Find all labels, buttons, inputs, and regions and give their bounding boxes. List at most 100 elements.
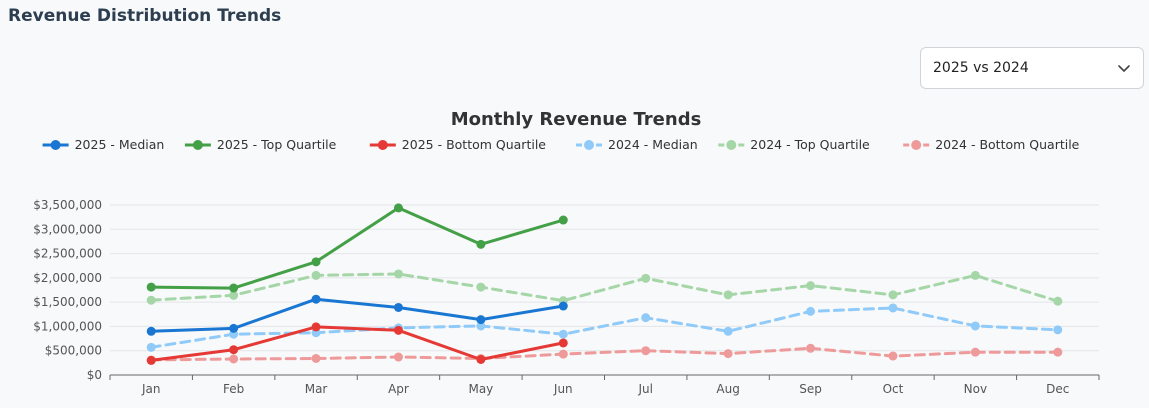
data-point [311, 294, 321, 304]
y-tick-label: $0 [87, 368, 102, 382]
data-point [723, 290, 733, 300]
data-point [1053, 296, 1063, 306]
series-2024-top-quartile [146, 269, 1063, 306]
data-point [393, 325, 403, 335]
series-line [149, 306, 1060, 349]
legend-label: 2025 - Top Quartile [217, 137, 337, 152]
data-point [558, 349, 568, 359]
legend-swatch-marker [726, 140, 737, 150]
legend-item: 2024 - Top Quartile [718, 137, 870, 152]
chart-series [146, 203, 1063, 365]
data-point [806, 306, 816, 316]
data-point [146, 295, 156, 305]
y-axis: $0 $500,000 $1,000,000 $1,500,000 $2,000,000… [33, 198, 102, 382]
data-point [558, 301, 568, 311]
data-point [146, 282, 156, 292]
data-point [311, 257, 321, 267]
legend-item: 2025 - Bottom Quartile [369, 137, 546, 152]
series-2024-median [146, 303, 1063, 352]
x-tick-label: Jun [553, 382, 573, 396]
data-point [641, 273, 651, 283]
data-point [393, 269, 403, 279]
chart-title: Monthly Revenue Trends [451, 109, 702, 130]
series-line [149, 272, 1060, 303]
data-point [229, 354, 239, 364]
y-tick-label: $2,000,000 [33, 271, 102, 285]
data-point [476, 354, 486, 364]
series-line [149, 297, 565, 333]
data-point [806, 281, 816, 291]
y-tick-label: $500,000 [45, 344, 102, 358]
legend-item: 2024 - Bottom Quartile [903, 137, 1080, 152]
data-point [888, 303, 898, 313]
data-point [393, 302, 403, 312]
data-point [970, 321, 980, 331]
comparison-select-value: 2025 vs 2024 [933, 60, 1029, 76]
data-point [229, 323, 239, 333]
data-point [229, 283, 239, 293]
legend-item: 2024 - Median [576, 137, 698, 152]
data-point [1053, 347, 1063, 357]
x-tick-label: Nov [964, 382, 987, 396]
x-tick-label: Mar [305, 382, 328, 396]
series-line [149, 346, 1060, 362]
data-point [229, 290, 239, 300]
data-point [229, 345, 239, 355]
data-point [970, 270, 980, 280]
legend-label: 2025 - Median [75, 137, 165, 152]
data-point [146, 326, 156, 336]
legend-swatch-marker [584, 140, 594, 150]
legend-label: 2024 - Bottom Quartile [935, 137, 1079, 152]
data-point [476, 321, 486, 331]
data-point [641, 346, 651, 356]
data-point [558, 329, 568, 339]
legend-item: 2025 - Median [42, 137, 165, 152]
x-tick-label: Oct [883, 382, 904, 396]
comparison-select[interactable]: 2025 vs 2024 [920, 47, 1144, 89]
legend-swatch-marker [192, 140, 203, 150]
data-point [311, 270, 321, 280]
data-point [723, 349, 733, 359]
series-2024-bottom-quartile [146, 343, 1063, 365]
data-point [888, 351, 898, 361]
series-2025-top-quartile [146, 203, 568, 293]
series-line [149, 325, 565, 362]
data-point [970, 347, 980, 357]
data-point [311, 322, 321, 332]
x-axis: Jan Feb Mar Apr May Jun Jul Aug Sep Oct Nov Dec [109, 374, 1100, 396]
y-tick-label: $1,500,000 [33, 295, 102, 309]
legend-swatch-marker [911, 140, 922, 150]
data-point [723, 326, 733, 336]
y-tick-label: $3,000,000 [33, 222, 102, 236]
series-line [149, 206, 565, 290]
x-tick-label: May [468, 382, 493, 396]
data-point [393, 203, 403, 213]
data-point [476, 315, 486, 325]
data-point [888, 290, 898, 300]
chart-svg: Monthly Revenue Trends 2025 - Median 2025… [33, 109, 1100, 396]
legend-swatch-marker [377, 140, 388, 150]
revenue-chart: Monthly Revenue Trends 2025 - Median 2025… [0, 96, 1149, 408]
data-point [558, 215, 568, 225]
legend-label: 2024 - Top Quartile [750, 137, 870, 152]
x-tick-label: Jan [141, 382, 161, 396]
data-point [1053, 325, 1063, 335]
data-point [311, 353, 321, 363]
data-point [558, 338, 568, 348]
data-point [806, 343, 816, 353]
x-tick-label: Feb [223, 382, 244, 396]
data-point [393, 352, 403, 362]
y-tick-label: $3,500,000 [33, 198, 102, 212]
x-tick-label: Aug [716, 382, 739, 396]
x-tick-label: Dec [1046, 382, 1069, 396]
series-2025-median [146, 294, 568, 336]
chart-grid [110, 204, 1099, 352]
data-point [146, 342, 156, 352]
x-tick-label: Jul [637, 382, 652, 396]
legend-swatch-marker [50, 140, 61, 150]
data-point [476, 282, 486, 292]
data-point [641, 313, 651, 323]
chart-legend: 2025 - Median 2025 - Top Quartile 2025 - B… [42, 137, 1080, 152]
data-point [146, 355, 156, 365]
chevron-down-icon [1118, 65, 1130, 72]
